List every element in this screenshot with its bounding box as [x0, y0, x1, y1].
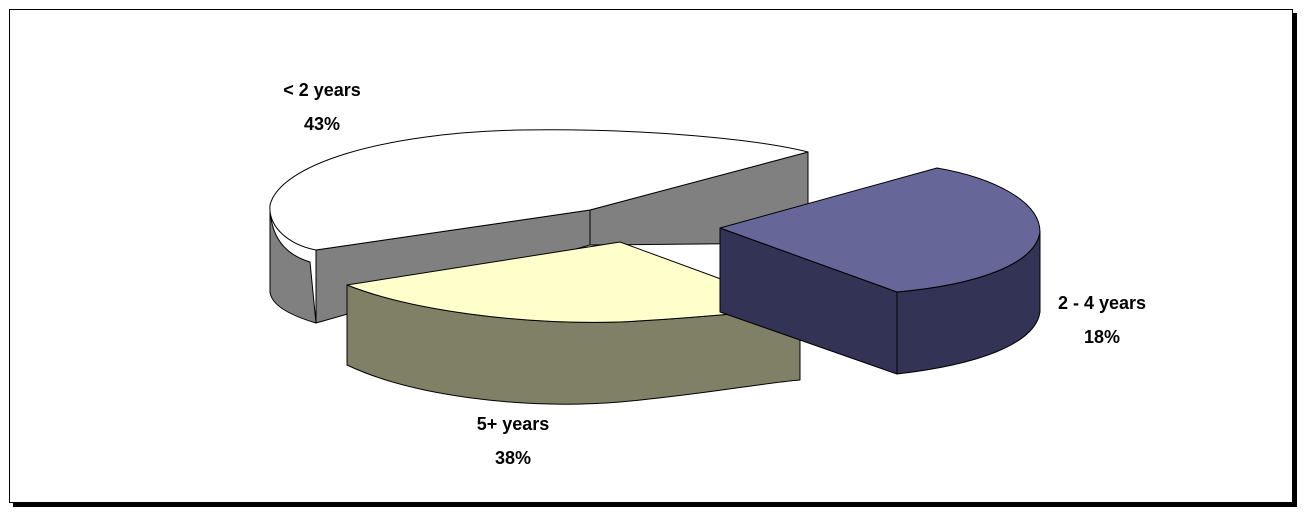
- value-2-to-4-years: 18%: [1084, 327, 1120, 347]
- label-5-plus-years: 5+ years: [477, 414, 550, 434]
- pie-slices: [269, 129, 1041, 405]
- label-less-than-2-years: < 2 years: [283, 80, 361, 100]
- value-less-than-2-years: 43%: [304, 114, 340, 134]
- value-5-plus-years: 38%: [495, 448, 531, 468]
- label-2-to-4-years: 2 - 4 years: [1058, 293, 1146, 313]
- slice-labels: < 2 years 43% 2 - 4 years 18% 5+ years 3…: [283, 80, 1146, 468]
- slice-less-than-2-years: [269, 129, 809, 324]
- slice-2-to-4-years: [719, 167, 1041, 375]
